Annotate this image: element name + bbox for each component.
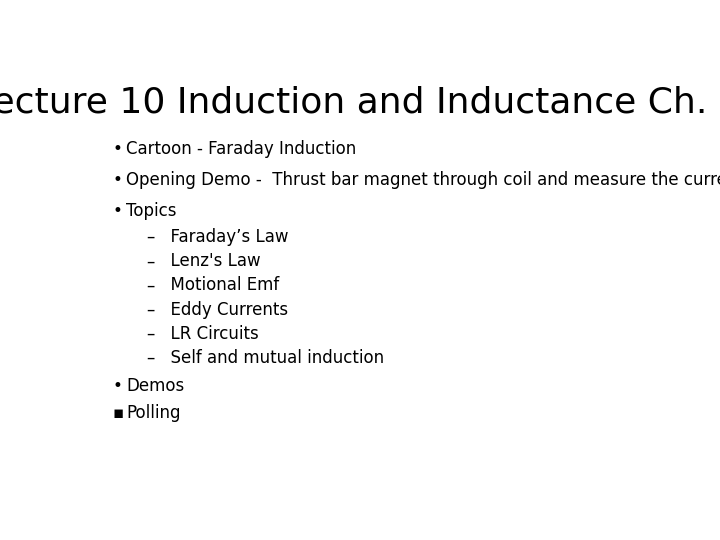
Text: •: • [112,377,122,395]
Text: –: – [145,276,154,294]
Text: Motional Emf: Motional Emf [160,276,279,294]
Text: Eddy Currents: Eddy Currents [160,301,288,319]
Text: Lenz's Law: Lenz's Law [160,252,261,271]
Text: Faraday’s Law: Faraday’s Law [160,228,288,246]
Text: •: • [112,202,122,220]
Text: Self and mutual induction: Self and mutual induction [160,349,384,367]
Text: •: • [112,140,122,158]
Text: ▪: ▪ [112,404,124,422]
Text: LR Circuits: LR Circuits [160,325,258,343]
Text: Topics: Topics [126,202,177,220]
Text: –: – [145,349,154,367]
Text: –: – [145,252,154,271]
Text: –: – [145,228,154,246]
Text: Opening Demo -  Thrust bar magnet through coil and measure the current: Opening Demo - Thrust bar magnet through… [126,171,720,189]
Text: Demos: Demos [126,377,184,395]
Text: Polling: Polling [126,404,181,422]
Text: –: – [145,325,154,343]
Text: Cartoon - Faraday Induction: Cartoon - Faraday Induction [126,140,356,158]
Text: –: – [145,301,154,319]
Text: Lecture 10 Induction and Inductance Ch. 30: Lecture 10 Induction and Inductance Ch. … [0,85,720,119]
Text: •: • [112,171,122,189]
